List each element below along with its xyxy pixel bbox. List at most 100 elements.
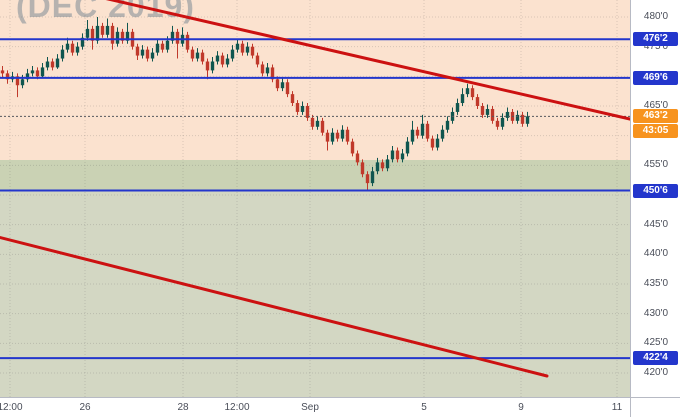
time-tick-label: Sep xyxy=(301,402,319,413)
candle-body xyxy=(525,116,530,124)
candle-body xyxy=(515,114,520,121)
candle-body xyxy=(460,94,465,104)
time-axis[interactable]: 12:00 26 28 12:00 Sep 5 9 11 xyxy=(0,397,630,417)
time-tick-label: 5 xyxy=(421,402,427,413)
candle-body xyxy=(440,129,445,139)
candle-body xyxy=(505,111,510,118)
time-tick-label: 12:00 xyxy=(0,402,23,413)
price-tick-label: 440'0 xyxy=(643,248,669,260)
price-tick-label: 420'0 xyxy=(643,366,669,378)
candle-body xyxy=(185,34,190,50)
candle-body xyxy=(215,55,220,62)
candle-body xyxy=(465,88,470,95)
candle-body xyxy=(310,117,315,127)
candle-body xyxy=(140,49,145,56)
candle-body xyxy=(230,49,235,59)
price-tick-label: 445'0 xyxy=(643,218,669,230)
background-zone xyxy=(0,190,630,397)
candle-body xyxy=(270,67,275,80)
candle-body xyxy=(275,79,280,89)
candle-body xyxy=(415,129,420,136)
candle-body xyxy=(190,49,195,59)
candle-body xyxy=(150,52,155,59)
candle-body xyxy=(380,162,385,169)
candle-body xyxy=(495,120,500,127)
candle-body xyxy=(455,103,460,112)
time-tick-label: 28 xyxy=(177,402,189,413)
candle-body xyxy=(370,171,375,184)
candle-body xyxy=(315,120,320,127)
countdown-badge: 43:05 xyxy=(633,124,678,139)
price-axis[interactable]: 480'0475'0470'0465'0460'0455'0450'0445'0… xyxy=(630,0,680,397)
candle-body xyxy=(425,123,430,139)
candle-body xyxy=(520,114,525,124)
candle-body xyxy=(250,46,255,56)
candle-body xyxy=(390,150,395,160)
candle-body xyxy=(445,120,450,130)
candle-body xyxy=(225,58,230,65)
candle-body xyxy=(175,31,180,44)
candle-body xyxy=(115,31,120,44)
last-price-badge: 463'2 xyxy=(633,109,678,124)
candle-body xyxy=(480,105,485,115)
candle-body xyxy=(235,43,240,50)
chart-canvas[interactable]: (DEC 2019) xyxy=(0,0,630,397)
price-tick-label: 430'0 xyxy=(643,307,669,319)
candle-body xyxy=(365,174,370,184)
background-zone xyxy=(0,0,630,160)
time-tick-label: 26 xyxy=(79,402,91,413)
candle-body xyxy=(355,153,360,163)
candle-body xyxy=(430,138,435,148)
candle-body xyxy=(220,55,225,65)
candle-body xyxy=(405,141,410,154)
candle-body xyxy=(295,103,300,112)
candle-body xyxy=(35,70,40,77)
time-tick-label: 11 xyxy=(611,402,623,413)
candle-body xyxy=(170,31,175,41)
candle-body xyxy=(400,153,405,160)
candle-body xyxy=(410,129,415,142)
price-line-badge: 469'6 xyxy=(633,70,678,85)
candle-body xyxy=(280,82,285,89)
candle-body xyxy=(360,162,365,175)
candle-body xyxy=(50,61,55,68)
trendline[interactable] xyxy=(0,235,549,378)
candle-body xyxy=(200,52,205,62)
candle-body xyxy=(345,129,350,142)
candle-body xyxy=(260,64,265,74)
candlestick-plot[interactable] xyxy=(0,0,630,397)
price-line-badge: 422'4 xyxy=(633,351,678,366)
time-tick-label: 9 xyxy=(518,402,524,413)
candle-body xyxy=(395,150,400,160)
background-zone xyxy=(0,160,630,190)
axis-corner xyxy=(630,397,680,417)
candle-body xyxy=(90,28,95,41)
candle-body xyxy=(490,108,495,121)
candle-body xyxy=(325,132,330,142)
candle-body xyxy=(0,70,5,74)
price-tick-label: 465'0 xyxy=(643,99,669,111)
price-tick-label: 475'0 xyxy=(643,40,669,52)
candle-body xyxy=(290,94,295,104)
price-tick-label: 425'0 xyxy=(643,337,669,349)
price-tick-label: 480'0 xyxy=(643,11,669,22)
candle-body xyxy=(30,70,35,74)
candle-body xyxy=(65,43,70,50)
candle-body xyxy=(95,25,100,41)
candle-body xyxy=(75,46,80,53)
candle-body xyxy=(240,43,245,53)
candle-body xyxy=(195,52,200,59)
candle-body xyxy=(45,61,50,68)
candle-body xyxy=(40,67,45,77)
price-line-badge: 450'6 xyxy=(633,183,678,198)
candle-body xyxy=(475,97,480,106)
candle-body xyxy=(120,31,125,41)
candle-body xyxy=(70,43,75,53)
candle-body xyxy=(5,73,10,80)
candle-body xyxy=(500,117,505,127)
trendline[interactable] xyxy=(95,0,630,121)
candle-body xyxy=(285,82,290,95)
candle-body xyxy=(125,31,130,41)
time-tick-label: 12:00 xyxy=(224,402,250,413)
